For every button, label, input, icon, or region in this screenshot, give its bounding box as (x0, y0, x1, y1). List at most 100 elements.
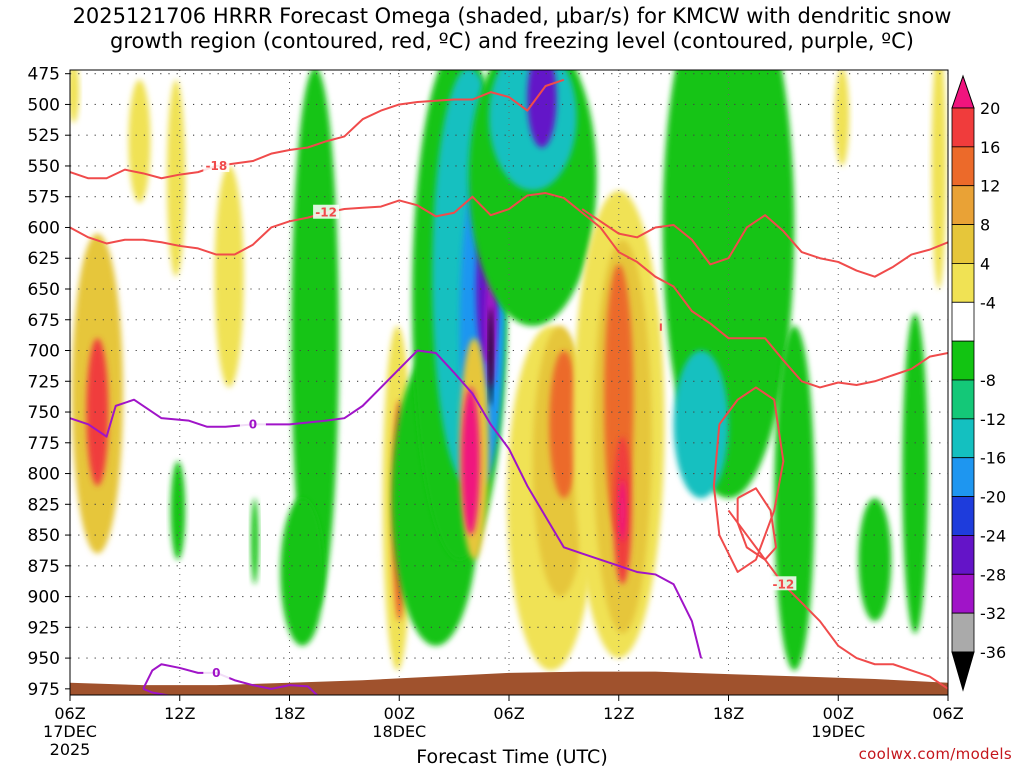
x-tick-label-4: 06Z (493, 704, 524, 723)
omega-shading-layer (70, 70, 947, 671)
colorbar-top-arrow (951, 74, 975, 109)
contour-dgz-minus12-upper-right (581, 208, 948, 278)
y-tick-label-900: 900 (28, 588, 60, 608)
contour-label-freezing-level-0-low: 0 (212, 666, 220, 680)
colorbar-label-9: -20 (980, 488, 1006, 507)
y-tick-label-775: 775 (28, 434, 60, 454)
terrain-layer (70, 671, 948, 695)
x-year-label-0: 2025 (50, 740, 91, 759)
contour-freezing-level-0 (70, 349, 703, 659)
omega-region-6 (170, 461, 186, 560)
colorbar-label-6: -8 (980, 371, 996, 390)
y-axis: 475 500 525 550 575 600 625 650 675 700 725 750 775 8… (28, 65, 70, 700)
x-date-label-3: 18DEC (372, 722, 426, 741)
colorbar-swatch-14 (951, 612, 975, 653)
terrain-fill (70, 671, 948, 695)
contour-label-bg-freezing-level-0-low (203, 664, 230, 679)
colorbar-label-4: 4 (980, 254, 990, 273)
omega-region-7 (251, 498, 259, 585)
x-tick-label-7: 00Z (823, 704, 854, 723)
y-tick-label-700: 700 (28, 342, 60, 362)
contour-label-freezing-level-0: 0 (249, 417, 257, 431)
colorbar-swatch-5 (951, 263, 975, 303)
colorbar-label-0: 20 (980, 99, 1000, 118)
omega-region-4 (166, 79, 186, 277)
omega-region-3 (128, 79, 151, 203)
colorbar-bottom-arrow (951, 651, 975, 692)
colorbar-label-2: 12 (980, 177, 1000, 196)
chart-title: 2025121706 HRRR Forecast Omega (shaded, … (0, 4, 1024, 54)
colorbar-label-8: -16 (980, 449, 1006, 468)
contour-dgz-minus12-upper (70, 192, 948, 389)
contour-label-dgz-minus18: -18 (205, 159, 227, 173)
x-tick-label-1: 12Z (164, 704, 195, 723)
contour-layer: -18 -12 -12 0 0 (70, 78, 948, 695)
y-tick-label-950: 950 (28, 649, 60, 669)
colorbar-swatch-12 (951, 535, 975, 575)
colorbar: 20 16 12 8 4 -4 -8 -12 -16 -20 -24 -28 -32 -36 (951, 74, 1006, 692)
contour-dgz-loop-1 (712, 386, 785, 573)
y-tick-label-925: 925 (28, 618, 60, 638)
omega-region-35 (858, 498, 892, 622)
y-tick-label-750: 750 (28, 403, 60, 423)
omega-region-18 (461, 387, 480, 536)
colorbar-label-5: -4 (980, 293, 996, 312)
credit-text: coolwx.com/models (858, 745, 1012, 763)
colorbar-label-13: -36 (980, 643, 1006, 662)
colorbar-swatch-4 (951, 224, 975, 264)
contour-label-dgz-minus12-upper: -12 (315, 206, 337, 220)
y-tick-label-475: 475 (28, 65, 60, 85)
x-tick-label-6: 18Z (713, 704, 744, 723)
y-tick-label-875: 875 (28, 557, 60, 577)
colorbar-swatch-1 (951, 107, 975, 148)
colorbar-swatch-3 (951, 185, 975, 225)
y-tick-label-725: 725 (28, 372, 60, 392)
y-tick-label-650: 650 (28, 280, 60, 300)
contour-label-bg-dgz-minus18 (203, 157, 230, 172)
y-tick-label-675: 675 (28, 311, 60, 331)
title-line-1: 2025121706 HRRR Forecast Omega (shaded, … (72, 4, 952, 28)
colorbar-label-7: -12 (980, 410, 1006, 429)
x-tick-label-3: 00Z (384, 704, 415, 723)
contour-dgz-loop-2 (736, 487, 778, 561)
omega-region-23 (527, 70, 557, 148)
colorbar-swatch-7 (951, 340, 975, 381)
y-tick-label-975: 975 (28, 680, 60, 700)
x-date-label-7: 19DEC (811, 722, 865, 741)
x-tick-label-8: 06Z (932, 704, 963, 723)
omega-region-38 (931, 70, 947, 289)
x-tick-label-0: 06Z (54, 704, 85, 723)
colorbar-swatch-6 (951, 301, 975, 342)
omega-region-20 (488, 307, 493, 406)
colorbar-label-12: -32 (980, 604, 1006, 623)
y-tick-label-600: 600 (28, 218, 60, 238)
x-tick-label-2: 18Z (274, 704, 305, 723)
colorbar-label-10: -24 (980, 526, 1006, 545)
y-tick-label-500: 500 (28, 95, 60, 115)
y-tick-label-850: 850 (28, 526, 60, 546)
x-tick-label-5: 12Z (603, 704, 634, 723)
y-tick-label-525: 525 (28, 126, 60, 146)
contour-label-dgz-minus12-lower: -12 (773, 577, 795, 591)
x-date-label-0: 17DEC (43, 722, 97, 741)
y-tick-label-550: 550 (28, 157, 60, 177)
colorbar-swatch-8 (951, 379, 975, 420)
omega-region-5 (214, 165, 244, 388)
omega-region-33 (673, 350, 729, 499)
y-tick-label-575: 575 (28, 188, 60, 208)
colorbar-swatch-11 (951, 496, 975, 536)
colorbar-label-1: 16 (980, 138, 1000, 157)
omega-region-37 (834, 70, 850, 166)
omega-region-31 (618, 479, 627, 542)
x-axis-title: Forecast Time (UTC) (416, 746, 608, 768)
y-tick-label-800: 800 (28, 465, 60, 485)
omega-region-2 (70, 70, 80, 123)
colorbar-swatch-9 (951, 418, 975, 459)
colorbar-label-3: 8 (980, 216, 990, 235)
contour-label-bg-dgz-minus12-upper (313, 204, 340, 219)
contour-freezing-level-0-low (142, 663, 318, 695)
omega-region-26 (549, 350, 579, 499)
omega-region-8 (291, 70, 339, 609)
